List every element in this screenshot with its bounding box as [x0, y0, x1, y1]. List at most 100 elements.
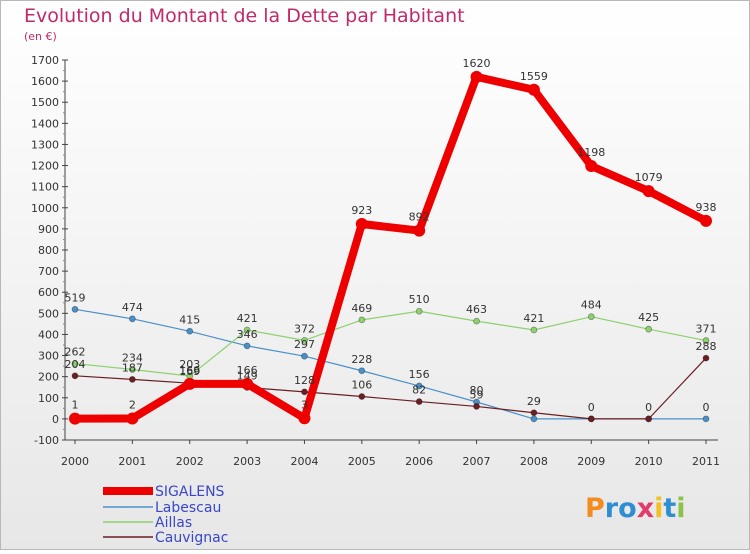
- data-label: 187: [122, 361, 143, 374]
- x-tick-label: 2002: [176, 455, 204, 468]
- data-label: 421: [237, 312, 258, 325]
- data-point-labescau: [358, 367, 366, 375]
- data-label: 484: [581, 299, 602, 312]
- data-point-aillas: [645, 325, 653, 333]
- y-tick-label: 700: [38, 265, 59, 278]
- data-point-aillas: [128, 366, 136, 373]
- data-label: 203: [179, 358, 200, 371]
- legend-label-labescau: Labescau: [155, 500, 221, 516]
- x-tick-label: 2008: [520, 455, 548, 468]
- y-tick-label: 400: [38, 328, 59, 341]
- x-tick-label: 2007: [463, 455, 491, 468]
- data-point-labescau: [415, 382, 423, 390]
- data-label: 425: [638, 311, 659, 324]
- data-point-sigalens: [585, 159, 598, 172]
- series-line-cauvignac: [74, 357, 707, 420]
- data-point-sigalens: [470, 70, 483, 83]
- y-tick-label: -100: [34, 434, 59, 447]
- data-point-aillas: [530, 326, 538, 334]
- data-point-cauvignac: [415, 398, 423, 405]
- data-label: 1198: [577, 146, 605, 159]
- data-label: 463: [466, 303, 487, 316]
- data-label: 156: [409, 368, 430, 381]
- legend-label-cauvignac: Cauvignac: [155, 530, 228, 546]
- legend-label-aillas: Aillas: [155, 515, 192, 531]
- data-point-sigalens: [700, 214, 712, 227]
- data-point-sigalens: [298, 412, 311, 425]
- y-tick-label: 1100: [31, 181, 59, 194]
- data-label: 288: [696, 340, 717, 353]
- data-point-sigalens: [527, 83, 540, 96]
- data-label: 166: [237, 364, 258, 377]
- data-point-labescau: [243, 342, 251, 350]
- data-point-labescau: [186, 327, 194, 335]
- x-tick-label: 2006: [405, 455, 433, 468]
- data-point-cauvignac: [301, 388, 308, 396]
- data-label: 1620: [463, 57, 491, 70]
- data-label: 1079: [635, 171, 663, 184]
- y-tick-label: 100: [38, 392, 59, 405]
- series-line-aillas: [74, 310, 707, 377]
- data-point-labescau: [71, 305, 79, 313]
- data-point-labescau: [301, 352, 308, 360]
- data-point-sigalens: [183, 377, 196, 390]
- data-label: 415: [179, 313, 200, 326]
- data-label: 297: [294, 338, 315, 351]
- data-label: 149: [237, 369, 258, 382]
- data-label: 3: [301, 398, 308, 411]
- logo-text: Proxiti: [585, 493, 686, 524]
- data-point-sigalens: [355, 218, 368, 231]
- data-label: 469: [351, 302, 372, 315]
- y-tick-label: 1700: [31, 54, 59, 67]
- legend-label-sigalens: SIGALENS: [155, 484, 225, 500]
- x-tick-label: 2009: [577, 455, 605, 468]
- series-lines: [69, 70, 712, 425]
- data-point-aillas: [243, 326, 251, 334]
- data-point-labescau: [702, 415, 710, 423]
- data-point-cauvignac: [530, 409, 538, 417]
- data-label: 228: [351, 353, 372, 366]
- x-tick-label: 2010: [635, 455, 663, 468]
- data-point-aillas: [473, 317, 480, 325]
- axes: -100010020030040050060070080090010001100…: [31, 54, 720, 468]
- series-line-sigalens: [71, 72, 710, 423]
- data-point-aillas: [415, 307, 423, 315]
- y-tick-label: 300: [38, 350, 59, 363]
- data-point-aillas: [587, 313, 595, 321]
- data-label: 1559: [520, 70, 548, 83]
- data-label: 128: [294, 374, 315, 387]
- proxiti-logo: Proxiti: [585, 493, 686, 524]
- x-tick-label: 2001: [118, 455, 146, 468]
- data-label: 371: [696, 323, 717, 336]
- y-tick-label: 1200: [31, 160, 59, 173]
- data-point-cauvignac: [128, 376, 136, 383]
- data-label: 372: [294, 322, 315, 335]
- data-point-sigalens: [642, 185, 655, 198]
- y-tick-label: 1000: [31, 202, 59, 215]
- data-point-labescau: [530, 415, 538, 423]
- data-label: 2: [129, 398, 136, 411]
- data-point-cauvignac: [71, 372, 79, 380]
- data-point-sigalens: [413, 224, 426, 237]
- data-point-labescau: [128, 315, 136, 323]
- data-label: 519: [65, 291, 86, 304]
- data-label: 938: [696, 201, 717, 214]
- data-point-aillas: [71, 360, 79, 367]
- x-tick-label: 2011: [692, 455, 720, 468]
- data-label: 262: [65, 346, 86, 359]
- data-point-cauvignac: [587, 415, 595, 423]
- data-point-sigalens: [69, 412, 81, 425]
- data-label: 29: [527, 395, 541, 408]
- y-tick-label: 1400: [31, 117, 59, 130]
- y-tick-label: 1300: [31, 138, 59, 151]
- data-label: 892: [409, 211, 430, 224]
- y-tick-label: 900: [38, 223, 59, 236]
- y-tick-label: 200: [38, 371, 59, 384]
- data-label: 0: [645, 401, 652, 414]
- data-point-cauvignac: [702, 354, 710, 362]
- data-label: 923: [351, 204, 372, 217]
